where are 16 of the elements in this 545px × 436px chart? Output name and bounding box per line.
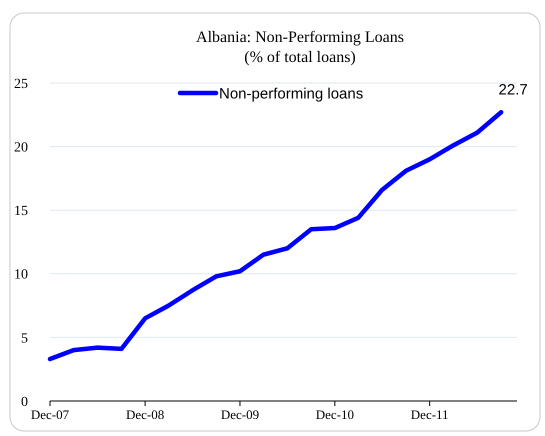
x-tick-label: Dec-09 [220, 407, 260, 422]
x-tick-label: Dec-11 [410, 407, 449, 422]
y-tick-label: 10 [14, 268, 28, 283]
legend-label: Non-performing loans [219, 85, 364, 102]
x-tick-label: Dec-07 [30, 407, 70, 422]
y-tick-label: 15 [14, 204, 28, 220]
y-tick-label: 20 [14, 140, 28, 156]
line-series [48, 110, 504, 362]
x-tick-label: Dec-10 [316, 407, 354, 422]
x-tick-label: Dec-08 [126, 407, 164, 422]
data-label: 22.7 [498, 81, 528, 98]
chart-title: Albania: Non-Performing Loans [196, 29, 404, 46]
y-tick-label: 0 [21, 394, 28, 410]
y-tick-label: 25 [14, 76, 28, 92]
y-tick-label: 5 [21, 331, 28, 346]
chart-subtitle: (% of total loans) [244, 49, 356, 66]
